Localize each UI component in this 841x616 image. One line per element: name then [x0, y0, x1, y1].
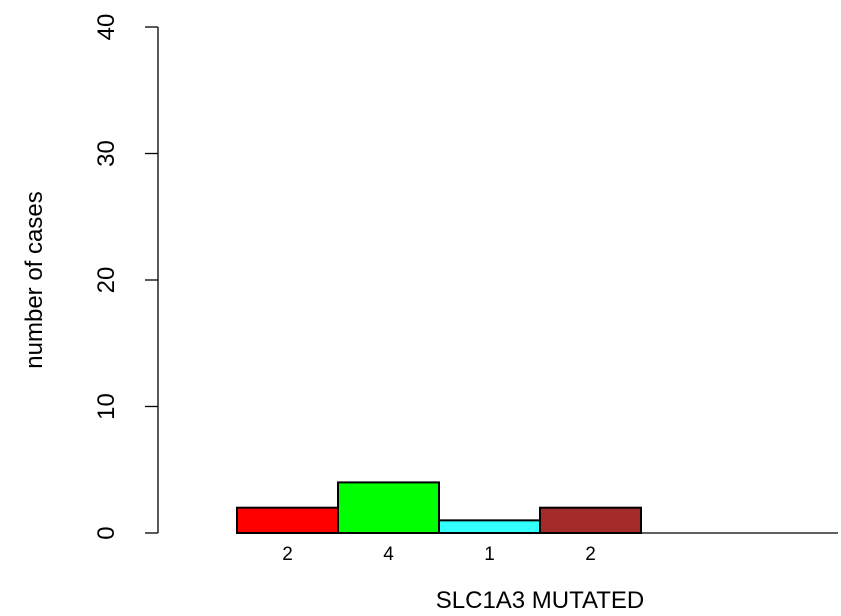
y-tick-label: 20	[93, 267, 120, 294]
bar	[236, 506, 339, 535]
bar-count-label: 1	[484, 544, 495, 565]
x-axis-title: SLC1A3 MUTATED	[436, 587, 645, 614]
y-axis: 0 10 20 30 40	[93, 14, 159, 540]
bar-count-label: 2	[585, 544, 596, 565]
bar-count-label: 2	[282, 544, 293, 565]
bar	[438, 519, 541, 534]
y-tick-label: 10	[93, 393, 120, 420]
count-labels: 2 4 1 2	[282, 544, 596, 565]
bar	[539, 506, 642, 535]
y-tick-label: 0	[93, 526, 120, 539]
bar-count-label: 4	[383, 544, 394, 565]
bars	[236, 481, 642, 535]
y-axis-title: number of cases	[21, 191, 48, 368]
bar	[337, 481, 440, 534]
y-tick-label: 40	[93, 14, 120, 41]
y-tick-label: 30	[93, 140, 120, 167]
